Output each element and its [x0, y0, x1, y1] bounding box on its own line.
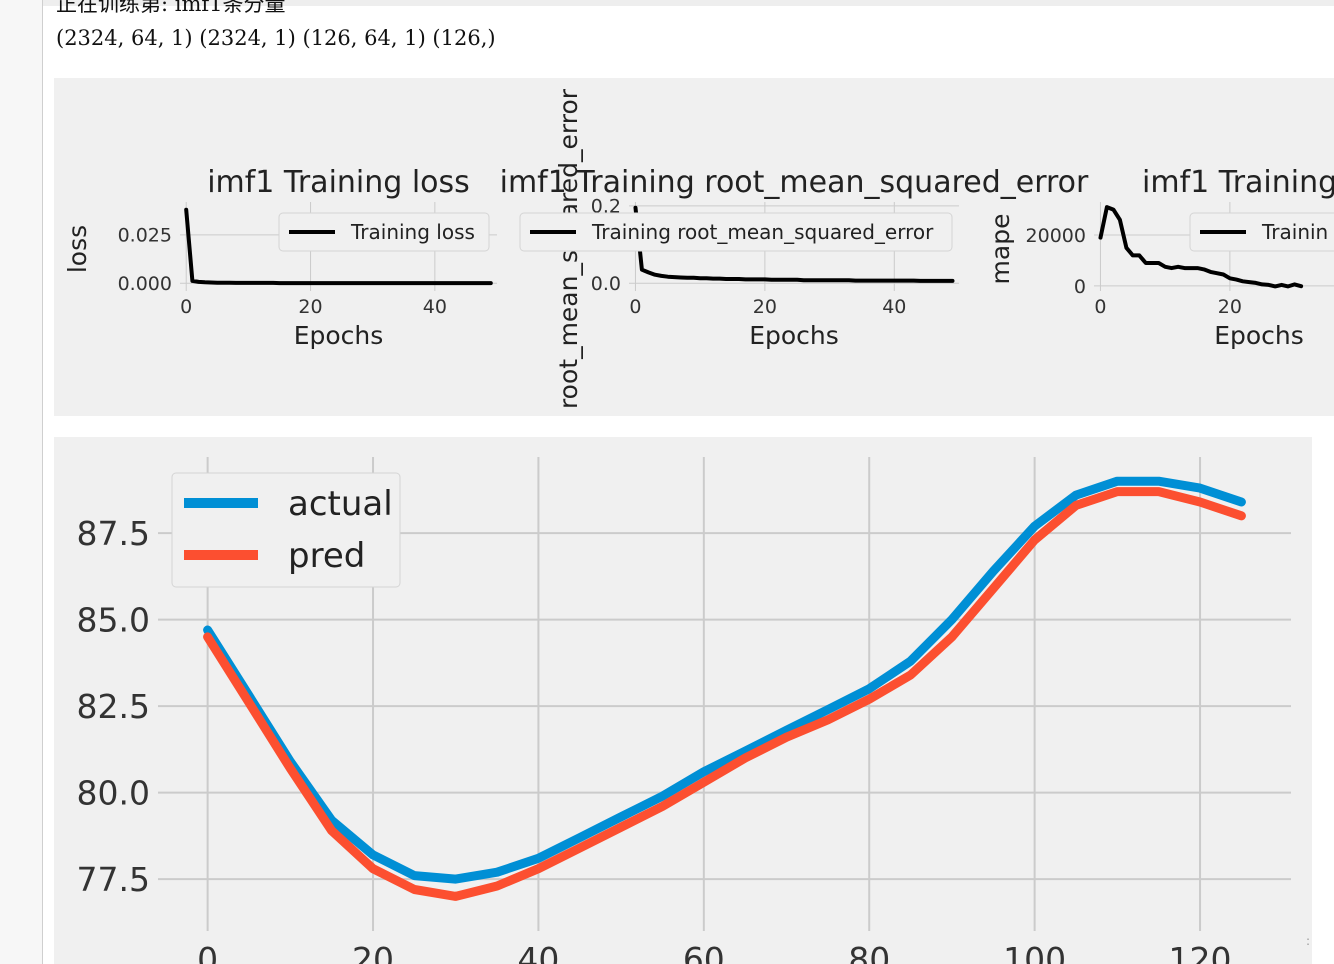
x-axis-label: Epochs [1214, 321, 1304, 350]
x-tick-label: 40 [517, 940, 559, 964]
x-tick-label: 20 [1218, 296, 1242, 318]
y-tick-label: 0.2 [591, 196, 621, 218]
y-tick-label: 0.025 [118, 225, 172, 247]
y-tick-label: 0 [1074, 276, 1086, 298]
x-tick-label: 0 [1094, 296, 1106, 318]
x-axis-label: Epochs [749, 321, 839, 350]
y-tick-label: 77.5 [77, 860, 150, 899]
notebook-top-strip [43, 0, 1334, 6]
cell-gutter [0, 0, 43, 964]
output-text-training-label: 正在训练第: imf1条分量 [56, 0, 286, 16]
x-tick-label: 80 [848, 940, 890, 964]
y-tick-label: 0.0 [591, 273, 621, 295]
legend-box [519, 212, 953, 252]
x-axis-label: Epochs [294, 321, 384, 350]
series-group [1098, 205, 1304, 289]
prediction-figure: 0 20 40 60 80 100 120 77.5 80.0 82.5 85.0 87.5 actua… [54, 437, 1312, 964]
x-tick-label: 0 [197, 940, 218, 964]
series-group [633, 205, 955, 283]
x-tick-label: 20 [298, 296, 322, 318]
x-tick-label: 40 [423, 296, 447, 318]
chart-title: imf1 Training m [1142, 165, 1334, 200]
output-text-shapes: (2324, 64, 1) (2324, 1) (126, 64, 1) (12… [56, 26, 496, 50]
y-tick-label: 85.0 [77, 600, 150, 639]
series-line-training-root-mean-squared-error [633, 205, 955, 283]
legend-box [278, 212, 490, 252]
y-tick-label: 80.0 [77, 773, 150, 812]
legend-label: pred [288, 536, 365, 576]
y-axis-label: mape [986, 214, 1015, 285]
x-tick-label: 20 [753, 296, 777, 318]
legend-label: Training root_mean_squared_error [591, 220, 934, 244]
y-tick-label: 0.000 [118, 273, 172, 295]
chart-title: imf1 Training loss [207, 165, 470, 200]
x-tick-label: 40 [882, 296, 906, 318]
chart-0: 0 20 40 0.000 0.025 imf1 Training loss Epochs l… [63, 165, 497, 350]
series-line-pred [203, 487, 1246, 901]
series-line-training-loss [184, 207, 493, 286]
x-tick-label: 0 [180, 296, 192, 318]
y-tick-label: 20000 [1026, 225, 1086, 247]
series-group [203, 476, 1246, 901]
chart-title: imf1 Training root_mean_squared_error [500, 165, 1089, 200]
series-group [184, 207, 493, 286]
y-tick-label: 82.5 [77, 687, 150, 726]
chart-3: 0 20 40 60 80 100 120 77.5 80.0 82.5 85.0 87.5 actua… [77, 457, 1291, 964]
x-tick-label: 0 [629, 296, 641, 318]
legend-label: Trainin [1261, 220, 1328, 244]
legend-label: Training loss [350, 220, 475, 244]
legend-box [1189, 212, 1334, 252]
y-axis-label: loss [63, 225, 92, 273]
stray-mark: : [1306, 934, 1311, 948]
series-line-trainin [1098, 205, 1304, 289]
x-tick-label: 100 [1003, 940, 1066, 964]
y-tick-label: 87.5 [77, 514, 150, 553]
training-metrics-figure: 0 20 40 0.000 0.025 imf1 Training loss Epochs l… [54, 78, 1334, 416]
x-tick-label: 60 [683, 940, 725, 964]
series-line-actual [203, 476, 1246, 884]
x-tick-label: 20 [352, 940, 394, 964]
prediction-svg: 0 20 40 60 80 100 120 77.5 80.0 82.5 85.0 87.5 actua… [77, 457, 1291, 964]
chart-2: 0 20 0 20000 imf1 Training m Epochs mape Traini… [986, 165, 1334, 350]
legend-label: actual [288, 484, 393, 524]
x-tick-label: 120 [1169, 940, 1232, 964]
